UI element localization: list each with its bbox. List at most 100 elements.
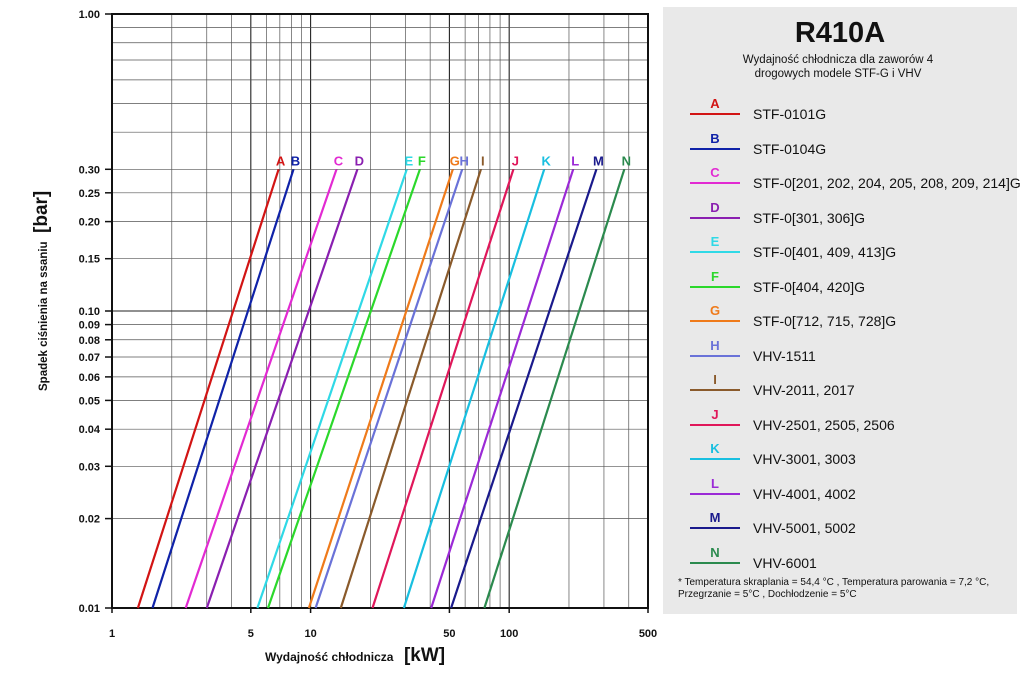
- grid: [111, 14, 649, 609]
- y-tick-label: 0.10: [79, 306, 100, 318]
- legend-label: STF-0[401, 409, 413]G: [753, 244, 897, 260]
- legend-letter: A: [710, 96, 720, 111]
- legend-swatch: [690, 527, 740, 529]
- legend-item: C STF-0[201, 202, 204, 205, 208, 209, 214…: [690, 162, 1021, 197]
- legend-item: D STF-0[301, 306]G: [690, 197, 1010, 232]
- chart-title: R410A: [794, 17, 886, 49]
- legend-label: STF-0101G: [753, 106, 827, 122]
- x-tick-label: 500: [639, 628, 657, 640]
- legend-swatch: [690, 354, 740, 357]
- legend-label: STF-0104G: [753, 140, 827, 157]
- legend-item: B STF-0104G: [690, 128, 1010, 163]
- series-line-f: [266, 168, 421, 609]
- legend-letter: H: [710, 337, 720, 353]
- series-line-b: [151, 168, 295, 609]
- y-tick-label: 0.09: [79, 320, 100, 332]
- series-lines: [136, 168, 626, 609]
- legend-item: K VHV-3001, 3003: [690, 438, 1010, 473]
- series-line-g: [307, 168, 454, 609]
- legend-label: STF-0[404, 420]G: [753, 278, 866, 295]
- series-letter-k: K: [541, 153, 551, 168]
- legend-label: STF-0[201, 202, 204, 205, 208, 209, 214]…: [753, 175, 1021, 191]
- series-line-n: [483, 168, 626, 609]
- y-tick-label: 1.00: [79, 9, 100, 21]
- legend-letter: C: [710, 165, 720, 180]
- y-tick-label: 0.25: [79, 188, 100, 200]
- legend-item: M VHV-5001, 5002: [690, 507, 1010, 542]
- series-line-l: [430, 168, 575, 609]
- legend-item: G STF-0[712, 715, 728]G: [690, 300, 1010, 335]
- legend-swatch: [690, 492, 740, 495]
- legend-item: I VHV-2011, 2017: [690, 369, 1010, 404]
- legend-item: A STF-0101G: [690, 93, 1010, 128]
- y-axis-label-unit: [bar]: [31, 191, 52, 233]
- x-tick-label: 50: [443, 628, 455, 640]
- legend-letter: B: [710, 130, 720, 146]
- series-line-a: [136, 168, 280, 609]
- legend-swatch: [690, 113, 740, 115]
- legend-item: J VHV-2501, 2505, 2506: [690, 404, 1010, 439]
- series-letter-b: B: [291, 153, 300, 168]
- x-tick-label: 10: [304, 628, 316, 640]
- y-tick-label: 0.06: [79, 372, 100, 384]
- legend-item: E STF-0[401, 409, 413]G: [690, 231, 1010, 266]
- legend-swatch: [690, 561, 740, 564]
- legend-item: H VHV-1511: [690, 335, 1010, 370]
- x-tick-label: 1: [109, 628, 115, 640]
- x-tick-label: 5: [248, 628, 254, 640]
- y-tick-label: 0.20: [79, 217, 100, 229]
- legend-label: VHV-2011, 2017: [753, 382, 855, 398]
- series-line-k: [402, 168, 546, 609]
- y-tick-label: 0.05: [79, 395, 100, 407]
- legend-label: STF-0[712, 715, 728]G: [753, 313, 897, 329]
- x-axis-label-text: Wydajność chłodnicza: [265, 650, 394, 664]
- y-tick-label: 0.04: [79, 424, 101, 436]
- legend-label: STF-0[301, 306]G: [753, 209, 866, 226]
- series-line-m: [450, 168, 598, 609]
- y-tick-label: 0.15: [79, 254, 100, 266]
- legend-label: VHV-4001, 4002: [753, 485, 856, 502]
- y-tick-label: 0.30: [79, 164, 100, 176]
- legend: A STF-0101G B STF-0104G C STF-0[201, 202, 204…: [690, 93, 1021, 576]
- x-tick-label: 100: [500, 628, 518, 640]
- series-letter-n: N: [622, 153, 631, 168]
- legend-swatch: [690, 251, 740, 253]
- legend-label: VHV-1511: [753, 347, 816, 364]
- legend-swatch: [690, 423, 740, 426]
- legend-swatch: [690, 147, 740, 150]
- series-letter-h: H: [460, 153, 469, 168]
- legend-swatch: [690, 182, 740, 184]
- chart-plot: 1 5 10 50 100 500 1.00 0.30 0.25 0.20 0.15 0.10 0.09…: [31, 9, 658, 666]
- y-tick-label: 0.07: [79, 352, 100, 364]
- legend-item: F STF-0[404, 420]G: [690, 266, 1010, 301]
- series-line-d: [205, 168, 359, 609]
- legend-letter: M: [709, 510, 721, 525]
- legend-letter: F: [711, 268, 719, 284]
- legend-letter: J: [711, 406, 719, 422]
- series-line-c: [184, 168, 338, 609]
- series-letter-i: I: [481, 153, 485, 168]
- y-tick-label: 0.08: [79, 335, 100, 347]
- legend-letter: I: [713, 372, 717, 387]
- legend-item: L VHV-4001, 4002: [690, 473, 1010, 508]
- chart-subtitle: Wydajność chłodnicza dla zaworów 4 drogo…: [742, 54, 934, 80]
- series-letter-f: F: [418, 153, 426, 168]
- series-letter-j: J: [512, 153, 519, 168]
- footnote: * Temperatura skraplania = 54,4 °C , Tem…: [678, 577, 990, 600]
- legend-letter: K: [710, 441, 720, 456]
- legend-swatch: [690, 389, 740, 391]
- legend-letter: N: [710, 544, 720, 560]
- axes: 1 5 10 50 100 500 1.00 0.30 0.25 0.20 0.15 0.10 0.09…: [79, 9, 658, 640]
- series-line-j: [371, 168, 515, 609]
- y-axis-label-text: Spadek ciśnienia na ssaniu: [38, 241, 50, 391]
- legend-label: VHV-6001: [753, 554, 817, 571]
- series-letter-c: C: [334, 153, 344, 168]
- series-letter-l: L: [571, 153, 579, 168]
- series-letter-d: D: [355, 153, 364, 168]
- legend-letter: G: [709, 303, 721, 318]
- series-line-e: [256, 168, 408, 609]
- legend-letter: L: [711, 475, 719, 491]
- y-axis-label: Spadek ciśnienia na ssaniu [bar]: [31, 191, 52, 391]
- series-letter-a: A: [276, 153, 286, 168]
